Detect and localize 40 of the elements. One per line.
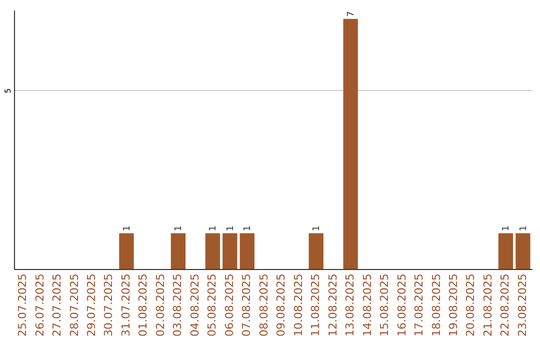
x-tick-label: 19.08.2025 [447,274,460,336]
x-tick-label: 06.08.2025 [222,274,236,336]
y-tick-label: 5 [4,88,12,94]
x-tick-label: 15.08.2025 [378,274,392,336]
data-label: 1 [312,226,322,232]
x-tick-label: 25.07.2025 [16,274,30,336]
data-label: 1 [518,226,529,232]
x-tick-label: 01.08.2025 [136,274,150,336]
x-tick-label: 29.07.2025 [85,274,98,336]
x-tick-label: 30.07.2025 [102,274,116,336]
data-label: 1 [174,226,184,232]
x-tick-label: 05.08.2025 [206,274,219,336]
data-label: 7 [346,11,357,17]
x-tick-label: 03.08.2025 [171,274,184,336]
x-tick-label: 27.07.2025 [50,274,64,336]
data-label: 1 [122,226,132,232]
data-label: 1 [243,226,254,232]
x-tick-label: 08.08.2025 [257,274,270,336]
x-tick-label: 26.07.2025 [33,274,46,336]
x-tick-label: 10.08.2025 [292,274,305,336]
data-label: 1 [226,226,236,232]
data-label: 1 [502,226,512,232]
x-tick-label: 11.08.2025 [309,274,322,336]
x-tick-label: 14.08.2025 [360,274,374,336]
x-tick-label: 04.08.2025 [188,274,202,336]
x-tick-label: 09.08.2025 [274,274,288,336]
x-tick-label: 12.08.2025 [326,274,340,336]
x-tick-label: 13.08.2025 [344,274,357,336]
data-label: 1 [208,226,219,232]
x-tick-label: 22.08.2025 [498,274,512,336]
x-tick-label: 17.08.2025 [412,274,426,336]
x-tick-label: 20.08.2025 [464,274,478,336]
x-tick-label: 02.08.2025 [154,274,167,336]
x-tick-label: 31.07.2025 [119,274,132,336]
x-tick-label: 07.08.2025 [240,274,254,336]
x-tick-label: 28.07.2025 [68,274,81,336]
x-tick-label: 23.08.2025 [516,274,529,336]
x-tick-label: 18.08.2025 [430,274,443,336]
x-tick-label: 21.08.2025 [481,274,494,336]
x-tick-label: 16.08.2025 [395,274,408,336]
